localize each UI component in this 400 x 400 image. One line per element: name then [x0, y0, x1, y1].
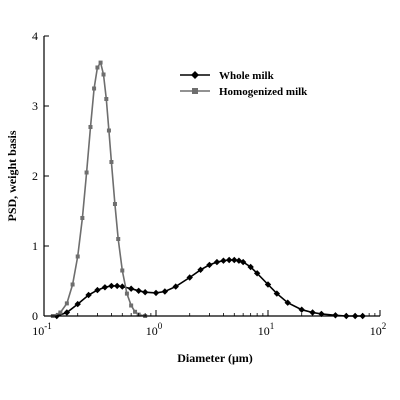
data-point-whole-milk — [101, 284, 109, 291]
data-point-whole-milk — [113, 282, 121, 290]
data-point-homogenized-milk — [58, 310, 63, 315]
data-point-whole-milk — [172, 283, 179, 290]
data-point-whole-milk — [253, 270, 261, 277]
data-point-whole-milk — [186, 274, 193, 281]
data-point-homogenized-milk — [92, 86, 97, 91]
x-tick-label: 100 — [146, 321, 163, 338]
data-point-whole-milk — [247, 263, 254, 271]
legend-marker-whole-milk — [191, 71, 199, 79]
data-point-whole-milk — [298, 306, 305, 313]
data-point-homogenized-milk — [88, 125, 93, 129]
axes-layer — [43, 36, 380, 317]
data-point-homogenized-milk — [106, 128, 111, 133]
data-point-whole-milk — [108, 282, 115, 290]
y-tick-label: 0 — [32, 309, 38, 323]
data-point-whole-milk — [239, 258, 247, 266]
data-point-whole-milk — [264, 281, 272, 288]
data-point-whole-milk — [225, 256, 233, 264]
data-point-homogenized-milk — [64, 301, 69, 306]
data-point-whole-milk — [119, 283, 126, 290]
legend-label-homogenized-milk: Homogenized milk — [219, 86, 308, 98]
data-point-homogenized-milk — [116, 237, 121, 241]
legend-label-whole-milk: Whole milk — [219, 70, 275, 82]
data-point-homogenized-milk — [112, 202, 117, 206]
data-point-whole-milk — [74, 300, 81, 308]
y-tick-label: 4 — [32, 29, 38, 43]
data-point-homogenized-milk — [75, 254, 80, 259]
data-point-whole-milk — [220, 257, 227, 264]
ticks-layer: 0 1 2 3 4 10-1 100 101 102 — [32, 29, 386, 338]
x-tick-label: 102 — [370, 321, 387, 338]
series-line-homogenized-milk — [52, 60, 146, 317]
legend-marker-homogenized-milk — [192, 88, 198, 94]
data-point-whole-milk — [284, 299, 291, 306]
data-point-whole-milk — [152, 289, 160, 297]
data-point-whole-milk — [127, 285, 135, 292]
data-point-homogenized-milk — [124, 291, 129, 296]
data-point-whole-milk — [141, 289, 149, 296]
data-point-whole-milk — [135, 287, 142, 294]
legend: Whole milk Homogenized milk — [180, 70, 308, 98]
data-point-whole-milk — [94, 286, 101, 294]
data-point-homogenized-milk — [109, 160, 114, 164]
data-point-whole-milk — [197, 266, 204, 273]
y-axis-title: PSD, weight basis — [5, 130, 19, 221]
data-point-whole-milk — [273, 290, 281, 297]
data-point-homogenized-milk — [133, 309, 138, 314]
data-point-homogenized-milk — [95, 65, 100, 70]
x-axis-title: Diameter (μm) — [177, 351, 253, 365]
data-point-whole-milk — [63, 309, 71, 316]
data-point-homogenized-milk — [80, 216, 85, 220]
y-tick-label: 2 — [32, 169, 38, 183]
data-point-whole-milk — [231, 256, 238, 264]
data-point-whole-milk — [161, 288, 169, 295]
data-point-whole-milk — [213, 258, 221, 266]
data-point-whole-milk — [85, 291, 92, 299]
data-point-whole-milk — [309, 309, 316, 316]
data-point-homogenized-milk — [84, 170, 89, 175]
data-point-homogenized-milk — [101, 72, 106, 77]
x-tick-label: 101 — [258, 321, 275, 338]
series-layer — [50, 60, 366, 320]
y-tick-label: 3 — [32, 99, 38, 113]
data-point-homogenized-milk — [70, 282, 75, 287]
data-point-homogenized-milk — [104, 97, 109, 101]
data-point-homogenized-milk — [120, 268, 125, 273]
data-point-homogenized-milk — [98, 60, 103, 65]
y-tick-label: 1 — [32, 239, 38, 253]
x-tick-label: 10-1 — [32, 321, 52, 338]
data-point-homogenized-milk — [129, 303, 134, 308]
data-point-whole-milk — [206, 261, 213, 269]
